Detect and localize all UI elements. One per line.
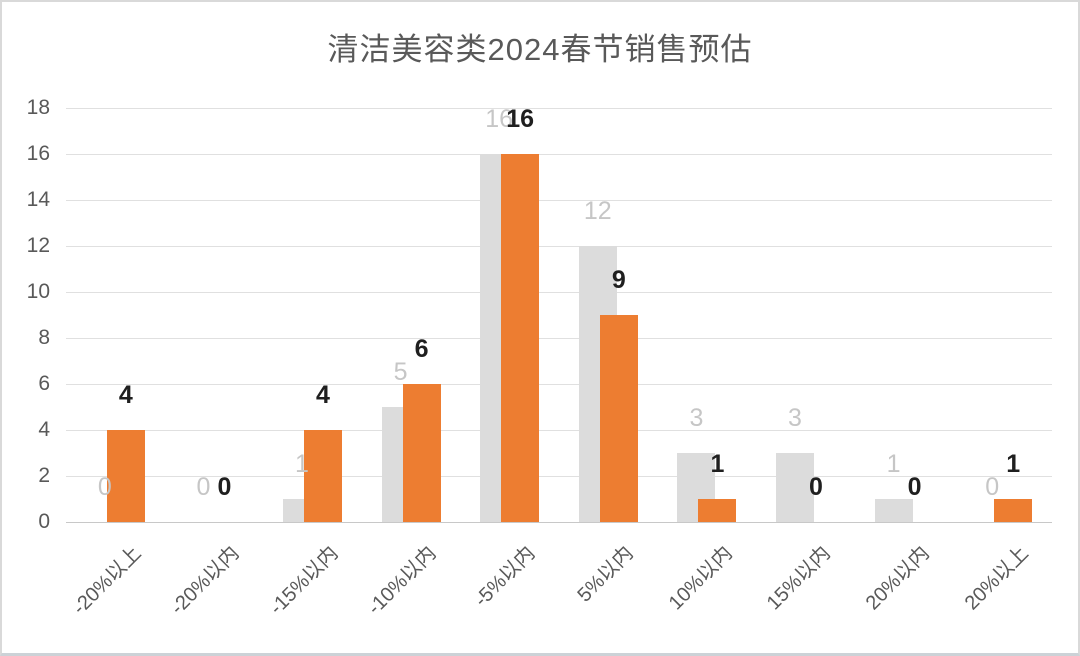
bar-label-orange: 16 (506, 105, 535, 133)
bar-label-gray: 3 (788, 404, 802, 432)
gridline (66, 200, 1052, 201)
bar-orange (501, 154, 540, 522)
bar-label-gray: 12 (583, 197, 612, 225)
x-axis-category-label: -5%以内 (470, 542, 540, 612)
bar-label-orange: 0 (907, 473, 922, 501)
bar-orange (698, 499, 737, 522)
bar-orange (994, 499, 1033, 522)
bar-label-orange: 1 (710, 450, 725, 478)
gridline (66, 384, 1052, 385)
y-axis-tick-label: 8 (38, 326, 50, 349)
x-axis-category-label: 5%以内 (573, 542, 639, 607)
y-axis-tick-label: 14 (26, 188, 50, 211)
bar-label-orange: 6 (414, 335, 429, 363)
bar-orange (106, 430, 145, 522)
bar-label-orange: 0 (809, 473, 823, 501)
gridline (66, 338, 1052, 339)
bar-label-gray: 3 (689, 404, 704, 432)
x-axis-category-label: -20%以上 (68, 542, 146, 620)
y-axis-tick-label: 12 (26, 234, 50, 257)
y-axis-tick-label: 10 (26, 280, 50, 303)
x-axis-line (66, 522, 1052, 523)
gridline (66, 154, 1052, 155)
gridline (66, 476, 1052, 477)
bar-label-gray: 0 (97, 473, 112, 501)
bar-label-orange: 0 (217, 473, 232, 501)
bar-label-gray: 5 (393, 358, 408, 386)
gridline (66, 430, 1052, 431)
bar-label-gray: 1 (886, 450, 901, 478)
bar-orange (304, 430, 342, 522)
chart-title: 清洁美容类2024春节销售预估 (327, 32, 753, 67)
gridline (66, 246, 1052, 247)
x-axis-category-label: 20%以上 (960, 542, 1033, 615)
bar-label-gray: 0 (985, 473, 1000, 501)
bar-label-orange: 1 (1006, 450, 1021, 478)
y-axis-tick-label: 6 (38, 372, 50, 395)
gridline (66, 108, 1052, 109)
bar-label-gray: 16 (485, 105, 514, 133)
x-axis-category-label: 15%以内 (763, 542, 836, 615)
bar-label-orange: 4 (118, 381, 133, 409)
bar-orange (402, 384, 441, 522)
y-axis-tick-label: 2 (38, 464, 50, 487)
x-axis-category-label: -15%以内 (265, 542, 343, 620)
bar-label-orange: 4 (316, 381, 330, 409)
x-axis-category-label: -10%以内 (364, 542, 441, 620)
y-axis-tick-label: 4 (38, 418, 50, 441)
bar-label-orange: 9 (611, 266, 626, 294)
x-axis-category-label: 10%以内 (664, 542, 737, 615)
y-axis-tick-label: 18 (26, 96, 50, 119)
bar-label-gray: 1 (295, 450, 309, 478)
x-axis-category-label: 20%以内 (861, 542, 934, 615)
y-axis-tick-label: 0 (38, 510, 50, 533)
gridline (66, 292, 1052, 293)
bar-gray (776, 453, 814, 522)
bar-label-gray: 0 (196, 473, 211, 501)
y-axis-tick-label: 16 (26, 142, 50, 165)
bar-orange (599, 315, 638, 522)
bar-gray (874, 499, 913, 522)
x-axis-category-label: -20%以内 (166, 542, 244, 620)
